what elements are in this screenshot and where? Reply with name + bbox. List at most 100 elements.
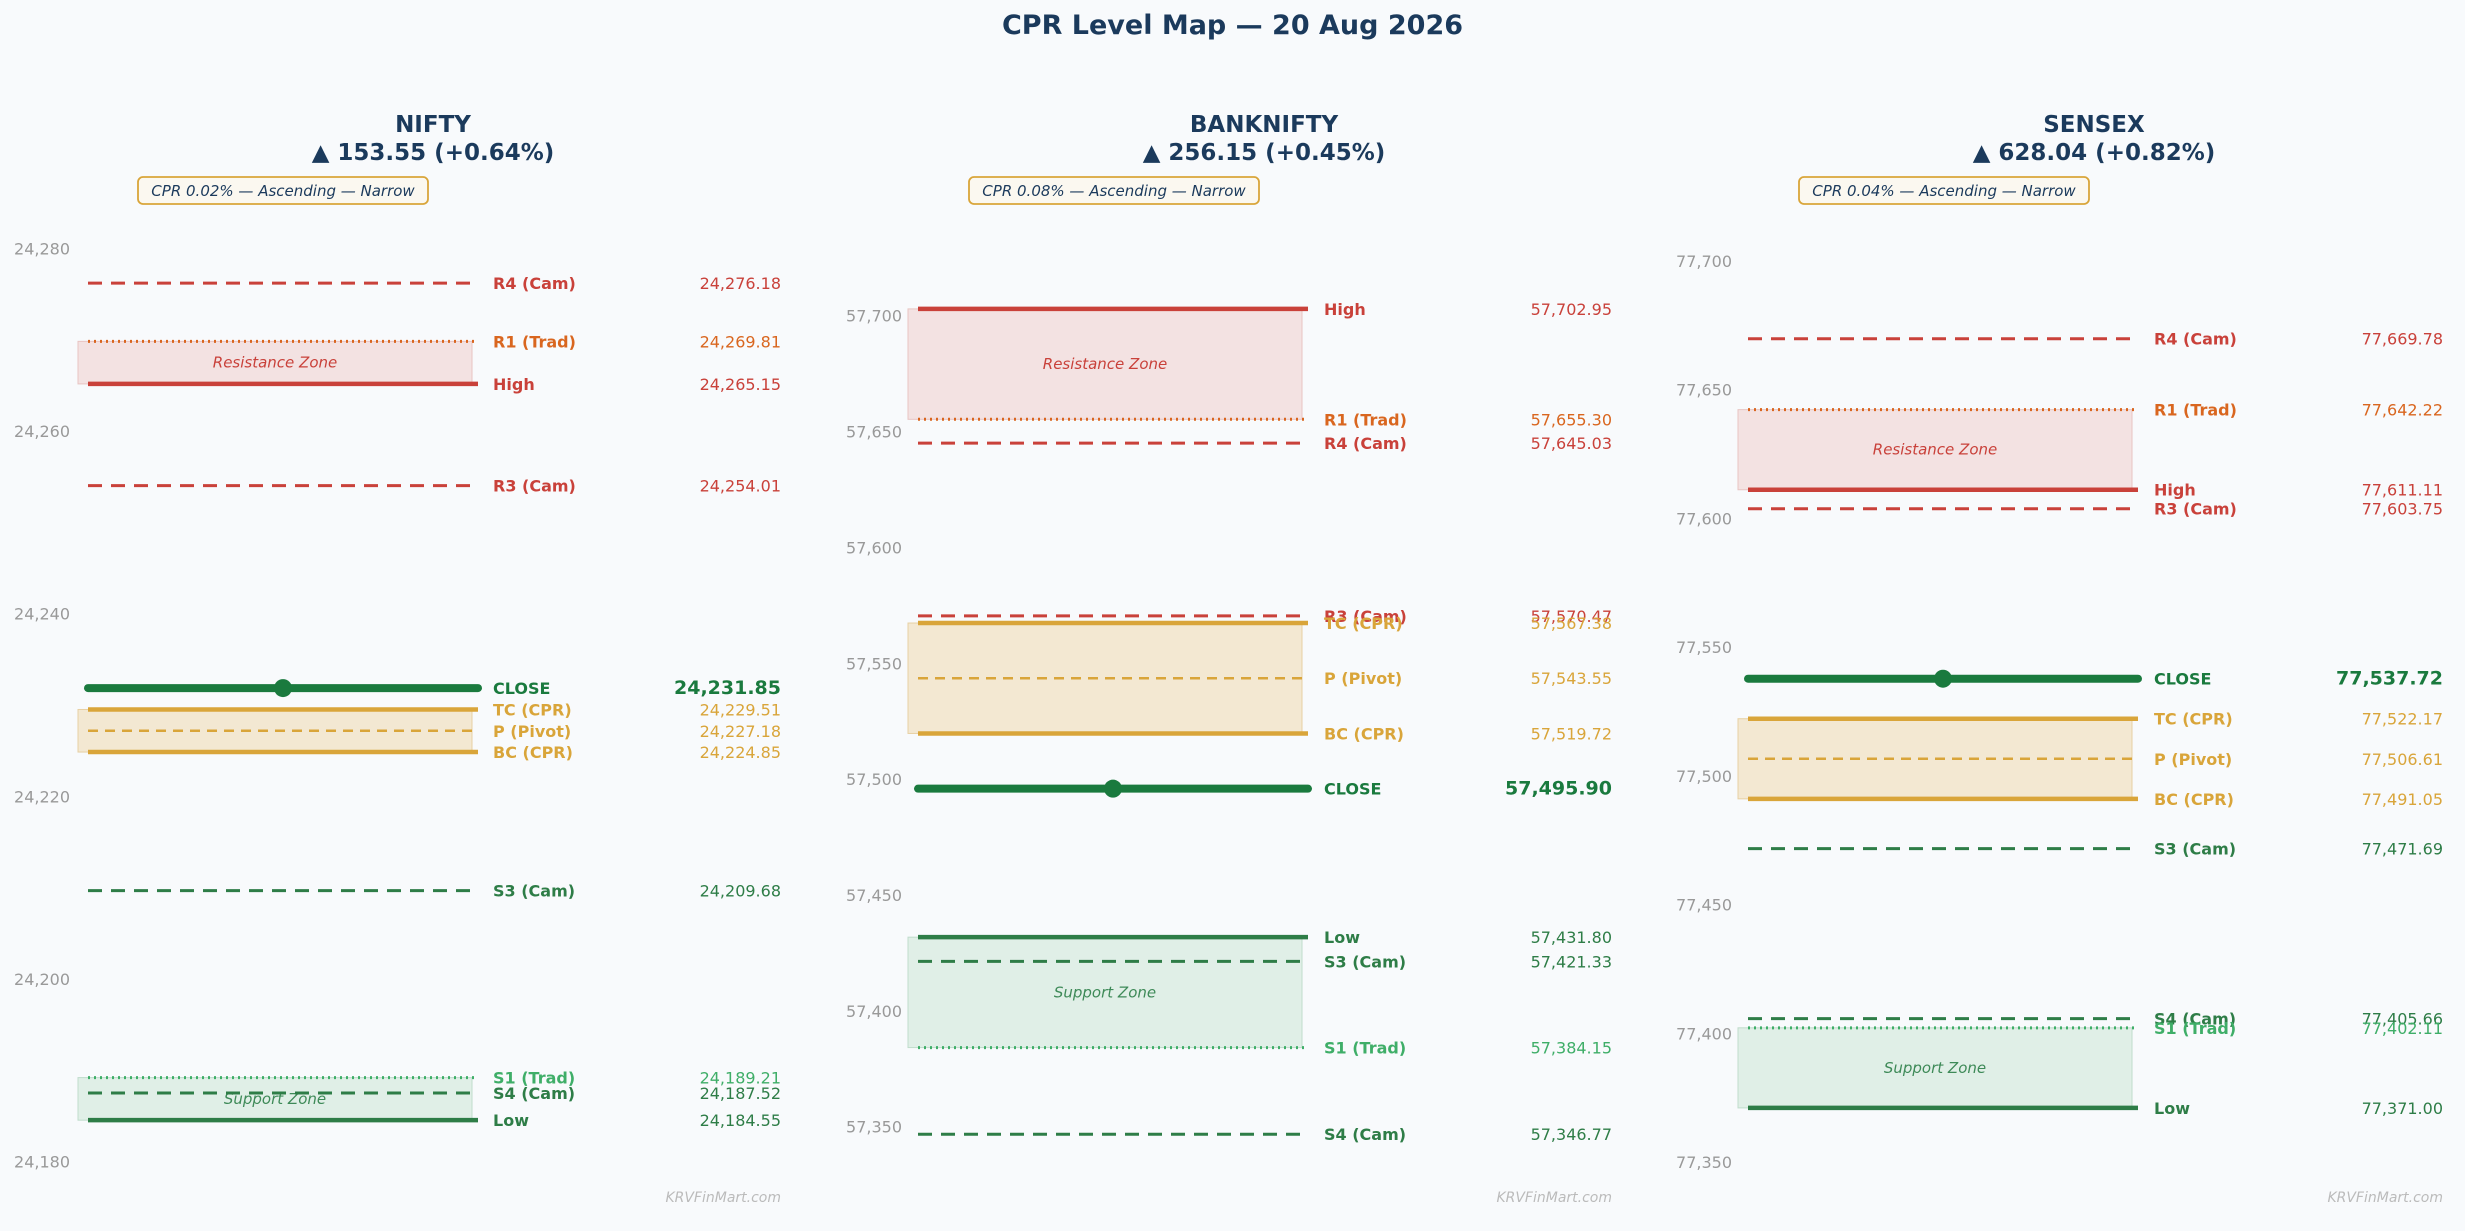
nifty-level-r1-trad-value: 24,269.81 [700, 332, 781, 351]
nifty-level-bc-cpr-value: 24,224.85 [700, 743, 781, 762]
sensex-resistance-zone-label: Resistance Zone [1873, 441, 1997, 459]
banknifty-level-high-label: High [1324, 300, 1366, 319]
banknifty-ytick-label: 57,600 [846, 538, 902, 557]
nifty-level-r3-cam-label: R3 (Cam) [493, 477, 576, 496]
banknifty-badge-box [968, 176, 1260, 205]
banknifty-level-tc-cpr-value: 57,567.38 [1531, 614, 1612, 633]
nifty-level-p-pivot-value: 24,227.18 [700, 722, 781, 741]
nifty-level-s4-cam-value: 24,187.52 [700, 1084, 781, 1103]
banknifty-support-zone-label: Support Zone [1054, 983, 1156, 1001]
banknifty-level-r4-cam-label: R4 (Cam) [1324, 434, 1407, 453]
banknifty-level-bc-cpr-value: 57,519.72 [1531, 724, 1612, 743]
banknifty-level-tc-cpr-label: TC (CPR) [1324, 614, 1403, 633]
sensex-name: SENSEX [2043, 112, 2145, 138]
nifty-level-tc-cpr-value: 24,229.51 [700, 700, 781, 719]
sensex-level-s4-cam-label: S4 (Cam) [2154, 1010, 2236, 1029]
sensex-ytick-label: 77,700 [1676, 252, 1732, 271]
banknifty-level-r3-cam-label: R3 (Cam) [1324, 607, 1407, 626]
banknifty-level-bc-cpr-label: BC (CPR) [1324, 724, 1404, 743]
nifty-level-high-label: High [493, 375, 535, 394]
sensex-level-low-label: Low [2154, 1099, 2190, 1118]
sensex-level-s3-cam-value: 77,471.69 [2362, 840, 2443, 859]
sensex-level-r4-cam-label: R4 (Cam) [2154, 330, 2237, 349]
sensex-ytick-label: 77,650 [1676, 381, 1732, 400]
sensex-badge-box [1798, 176, 2090, 205]
sensex-close-marker [1934, 669, 1952, 688]
sensex-ytick-label: 77,350 [1676, 1153, 1732, 1172]
nifty-level-r3-cam-value: 24,254.01 [700, 477, 781, 496]
sensex-level-bc-cpr-value: 77,491.05 [2362, 790, 2443, 809]
banknifty-change: ▲ 256.15 (+0.45%) [1143, 140, 1386, 166]
nifty-change: ▲ 153.55 (+0.64%) [312, 140, 555, 166]
nifty-level-r4-cam-value: 24,276.18 [700, 274, 781, 293]
banknifty-ytick-label: 57,650 [846, 423, 902, 442]
nifty-close-marker [274, 679, 292, 698]
banknifty-level-s3-cam-label: S3 (Cam) [1324, 952, 1406, 971]
sensex-level-r3-cam-value: 77,603.75 [2362, 500, 2443, 519]
nifty-level-s3-cam-label: S3 (Cam) [493, 882, 575, 901]
nifty-badge-box [137, 176, 429, 205]
nifty-level-s1-trad-value: 24,189.21 [700, 1069, 781, 1088]
banknifty-level-r4-cam-value: 57,645.03 [1531, 434, 1612, 453]
nifty-badge: CPR 0.02% — Ascending — Narrow [151, 182, 415, 200]
nifty-level-s4-cam-label: S4 (Cam) [493, 1084, 575, 1103]
nifty-level-close-label: CLOSE [493, 679, 550, 698]
banknifty-level-s4-cam-label: S4 (Cam) [1324, 1125, 1406, 1144]
sensex-level-s4-cam-value: 77,405.66 [2362, 1010, 2443, 1029]
nifty-level-p-pivot-label: P (Pivot) [493, 722, 571, 741]
nifty-support-zone [77, 1077, 473, 1121]
banknifty-level-close-label: CLOSE [1324, 780, 1381, 799]
banknifty-level-p-pivot-label: P (Pivot) [1324, 669, 1402, 688]
sensex-level-p-pivot-label: P (Pivot) [2154, 750, 2232, 769]
banknifty-level-r1-trad-value: 57,655.30 [1531, 410, 1612, 429]
banknifty-level-high-value: 57,702.95 [1531, 300, 1612, 319]
chart-title: CPR Level Map — 20 Aug 2026 [1001, 10, 1464, 41]
banknifty-level-r3-cam-value: 57,570.47 [1531, 607, 1612, 626]
nifty-level-tc-cpr-label: TC (CPR) [493, 700, 572, 719]
banknifty-badge: CPR 0.08% — Ascending — Narrow [982, 182, 1246, 200]
sensex-ytick-label: 77,550 [1676, 638, 1732, 657]
sensex-badge: CPR 0.04% — Ascending — Narrow [1812, 182, 2076, 200]
banknifty-ytick-label: 57,400 [846, 1002, 902, 1021]
nifty-resistance-zone-label: Resistance Zone [213, 354, 337, 372]
sensex-ytick-label: 77,600 [1676, 509, 1732, 528]
sensex-level-tc-cpr-label: TC (CPR) [2154, 710, 2233, 729]
banknifty-resistance-zone-label: Resistance Zone [1043, 355, 1167, 373]
banknifty-ytick-label: 57,350 [846, 1118, 902, 1137]
sensex-level-close-label: CLOSE [2154, 670, 2211, 689]
sensex-level-s1-trad-label: S1 (Trad) [2154, 1019, 2236, 1038]
banknifty-level-s1-trad-value: 57,384.15 [1531, 1039, 1612, 1058]
nifty-ytick-label: 24,220 [14, 787, 70, 806]
nifty-level-r1-trad-label: R1 (Trad) [493, 332, 576, 351]
sensex-ytick-label: 77,500 [1676, 767, 1732, 786]
sensex-level-tc-cpr-value: 77,522.17 [2362, 710, 2443, 729]
banknifty-ytick-label: 57,450 [846, 886, 902, 905]
sensex-level-r4-cam-value: 77,669.78 [2362, 330, 2443, 349]
nifty-level-close-value: 24,231.85 [674, 677, 781, 699]
nifty-ytick-label: 24,240 [14, 605, 70, 624]
sensex-level-r1-trad-label: R1 (Trad) [2154, 401, 2237, 420]
banknifty-level-s1-trad-label: S1 (Trad) [1324, 1039, 1406, 1058]
nifty-level-s1-trad-label: S1 (Trad) [493, 1069, 575, 1088]
nifty-level-high-value: 24,265.15 [700, 375, 781, 394]
banknifty-resistance-zone [907, 308, 1303, 420]
nifty-level-bc-cpr-label: BC (CPR) [493, 743, 573, 762]
sensex-level-high-value: 77,611.11 [2362, 481, 2443, 500]
sensex-level-r1-trad-value: 77,642.22 [2362, 401, 2443, 420]
banknifty-level-s3-cam-value: 57,421.33 [1531, 952, 1612, 971]
nifty-ytick-label: 24,180 [14, 1153, 70, 1172]
banknifty-close-marker [1104, 779, 1122, 798]
banknifty-name: BANKNIFTY [1190, 112, 1339, 138]
sensex-ytick-label: 77,450 [1676, 896, 1732, 915]
sensex-support-zone-label: Support Zone [1884, 1059, 1986, 1077]
sensex-level-r3-cam-label: R3 (Cam) [2154, 500, 2237, 519]
nifty-ytick-label: 24,280 [14, 239, 70, 258]
sensex-change: ▲ 628.04 (+0.82%) [1973, 140, 2216, 166]
banknifty-watermark: KRVFinMart.com [1496, 1190, 1612, 1206]
banknifty-ytick-label: 57,550 [846, 654, 902, 673]
sensex-level-s3-cam-label: S3 (Cam) [2154, 840, 2236, 859]
sensex-level-low-value: 77,371.00 [2362, 1099, 2443, 1118]
sensex-level-close-value: 77,537.72 [2336, 668, 2443, 690]
nifty-name: NIFTY [395, 112, 471, 138]
sensex-level-p-pivot-value: 77,506.61 [2362, 750, 2443, 769]
